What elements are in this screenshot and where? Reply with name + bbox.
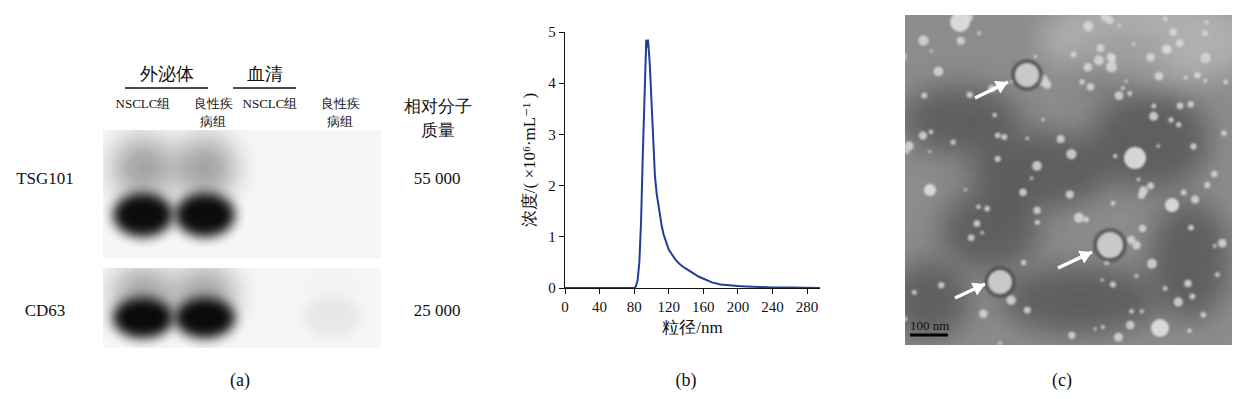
svg-text:25 000: 25 000 — [414, 301, 461, 320]
svg-text:120: 120 — [657, 299, 680, 315]
svg-text:(a): (a) — [230, 370, 250, 391]
svg-text:CD63: CD63 — [25, 301, 66, 320]
svg-text:55 000: 55 000 — [414, 169, 461, 188]
svg-text:病组: 病组 — [327, 114, 353, 129]
svg-text:100 nm: 100 nm — [910, 318, 949, 333]
svg-text:良性疾: 良性疾 — [194, 96, 233, 111]
svg-text:病组: 病组 — [200, 114, 226, 129]
svg-text:粒径/nm: 粒径/nm — [662, 318, 722, 337]
svg-text:(c): (c) — [1052, 370, 1072, 391]
svg-text:240: 240 — [761, 299, 784, 315]
svg-text:外泌体: 外泌体 — [140, 64, 194, 84]
svg-text:160: 160 — [692, 299, 715, 315]
svg-text:3: 3 — [548, 127, 556, 143]
svg-text:良性疾: 良性疾 — [321, 96, 360, 111]
svg-text:2: 2 — [548, 178, 556, 194]
svg-text:0: 0 — [561, 299, 569, 315]
svg-text:40: 40 — [592, 299, 607, 315]
svg-text:(b): (b) — [676, 370, 697, 391]
svg-text:0: 0 — [548, 280, 556, 296]
svg-text:NSCLC组: NSCLC组 — [243, 96, 298, 111]
svg-text:5: 5 — [548, 24, 556, 40]
svg-text:280: 280 — [796, 299, 819, 315]
svg-text:血清: 血清 — [247, 64, 283, 84]
svg-text:80: 80 — [627, 299, 642, 315]
svg-text:4: 4 — [548, 75, 556, 91]
svg-text:200: 200 — [727, 299, 750, 315]
svg-text:NSCLC组: NSCLC组 — [116, 96, 171, 111]
svg-text:TSG101: TSG101 — [16, 169, 74, 188]
svg-text:1: 1 — [548, 229, 556, 245]
svg-text:浓度/( ×10⁶·mL⁻¹ ): 浓度/( ×10⁶·mL⁻¹ ) — [520, 93, 539, 227]
svg-text:相对分子: 相对分子 — [404, 97, 472, 116]
svg-text:质量: 质量 — [421, 121, 455, 140]
